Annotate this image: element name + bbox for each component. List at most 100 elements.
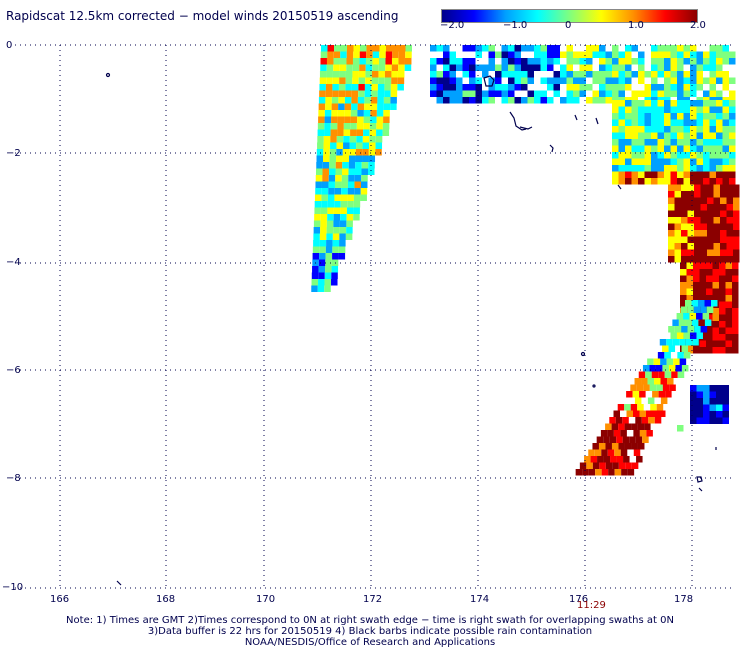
wind-cell: [709, 158, 716, 165]
wind-cell: [683, 106, 690, 113]
wind-cell: [703, 178, 710, 185]
wind-cell: [707, 256, 714, 263]
wind-cell: [501, 58, 508, 65]
wind-cell: [709, 132, 716, 139]
wind-cell: [605, 443, 612, 450]
wind-cell: [664, 132, 671, 139]
wind-cell: [369, 142, 376, 149]
wind-cell: [618, 90, 625, 97]
wind-cell: [625, 126, 632, 133]
wind-cell: [618, 84, 625, 91]
wind-cell: [317, 136, 324, 143]
wind-cell: [353, 45, 360, 52]
wind-cell: [690, 152, 697, 159]
wind-cell: [618, 152, 625, 159]
colorbar-label-pos1: 1.0: [628, 20, 644, 31]
wind-cell: [664, 51, 671, 58]
wind-cell: [716, 90, 723, 97]
wind-cell: [664, 90, 671, 97]
wind-cell: [699, 340, 706, 347]
wind-cell: [449, 58, 456, 65]
wind-cell: [696, 158, 703, 165]
wind-cell: [358, 90, 365, 97]
wind-cell: [664, 77, 671, 84]
wind-cell: [631, 152, 638, 159]
wind-cell: [319, 71, 327, 78]
wind-cell: [668, 365, 676, 372]
lat-label-0: 0: [6, 40, 13, 51]
wind-cell: [495, 84, 502, 91]
wind-cell: [713, 210, 720, 217]
wind-cell: [392, 45, 399, 52]
wind-cell: [702, 313, 710, 320]
wind-cell: [329, 168, 336, 175]
wind-cell: [709, 398, 716, 405]
wind-cell: [732, 321, 739, 328]
wind-cell: [599, 90, 606, 97]
wind-cell: [547, 45, 554, 52]
wind-cell: [719, 282, 726, 289]
wind-cell: [332, 77, 340, 84]
wind-cell: [687, 197, 694, 204]
wind-cell: [677, 84, 684, 91]
colorbar-label-max: 2.0: [690, 20, 706, 31]
wind-cell: [514, 77, 521, 84]
wind-cell: [346, 51, 354, 58]
wind-cell: [622, 417, 629, 424]
wind-cell: [475, 51, 482, 58]
wind-cell: [344, 116, 351, 123]
wind-cell: [644, 152, 651, 159]
wind-cell: [690, 171, 697, 178]
wind-cell: [725, 340, 732, 347]
wind-cell: [650, 404, 657, 411]
wind-cell: [397, 77, 405, 84]
wind-cell: [340, 201, 348, 208]
wind-cell: [662, 384, 670, 391]
wind-cell: [722, 106, 729, 113]
wind-cell: [592, 51, 599, 58]
wind-cell: [501, 64, 508, 71]
wind-cell: [707, 236, 714, 243]
wind-cell: [323, 149, 330, 156]
wind-cell: [694, 184, 701, 191]
wind-cell: [638, 100, 645, 107]
wind-cell: [540, 97, 547, 104]
wind-cell: [356, 136, 363, 143]
wind-cell: [342, 155, 350, 162]
wind-cell: [553, 45, 560, 52]
wind-cell: [699, 269, 706, 276]
wind-cell: [725, 321, 732, 328]
wind-cell: [337, 123, 344, 130]
wind-cell: [719, 340, 726, 347]
wind-cell: [670, 90, 677, 97]
wind-cell: [680, 306, 688, 313]
wind-cell: [345, 71, 353, 78]
wind-cell: [670, 178, 677, 185]
wind-cell: [332, 71, 340, 78]
wind-cell: [631, 100, 638, 107]
wind-cell: [664, 152, 671, 159]
wind-cell: [677, 352, 684, 359]
wind-cell: [508, 97, 515, 104]
wind-cell: [375, 149, 382, 156]
wind-cell: [671, 371, 678, 378]
wind-cell: [586, 97, 593, 104]
wind-cell: [612, 152, 619, 159]
wind-cell: [599, 58, 606, 65]
wind-cell: [328, 188, 335, 195]
wind-cell: [365, 64, 373, 71]
wind-cell: [689, 313, 697, 320]
wind-cell: [588, 449, 595, 456]
wind-cell: [340, 194, 348, 201]
wind-cell: [355, 155, 363, 162]
wind-cell: [612, 100, 619, 107]
wind-cell: [586, 64, 593, 71]
wind-cell: [315, 181, 322, 188]
wind-cell: [651, 171, 658, 178]
wind-cell: [353, 207, 360, 214]
wind-cell: [677, 58, 684, 65]
wind-cell: [716, 158, 723, 165]
wind-cell: [370, 103, 378, 110]
footnote-line-2: 3)Data buffer is 22 hrs for 20150519 4) …: [147, 626, 593, 637]
wind-cell: [693, 288, 700, 295]
